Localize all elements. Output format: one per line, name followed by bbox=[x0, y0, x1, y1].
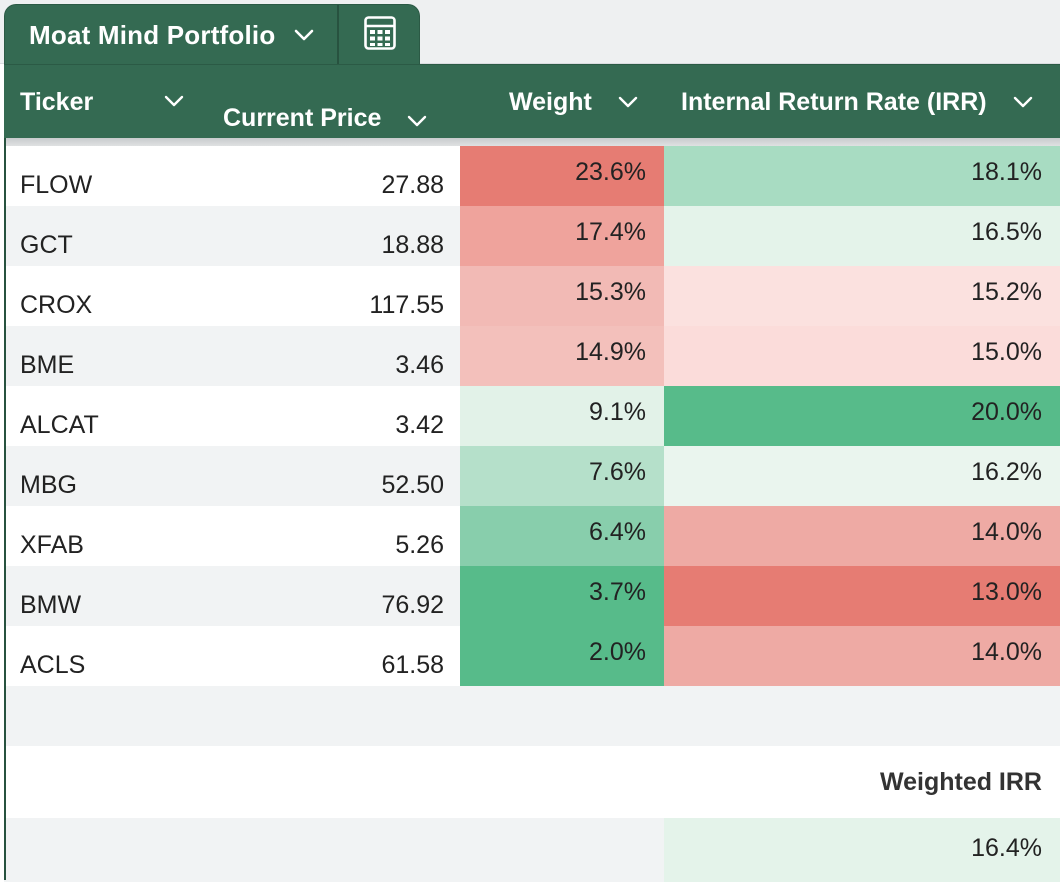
weight-cell[interactable]: 14.9% bbox=[460, 326, 664, 386]
weighted-irr-value[interactable]: 16.4% bbox=[664, 818, 1060, 882]
irr-cell[interactable]: 14.0% bbox=[664, 626, 1060, 686]
table-tab: Moat Mind Portfolio bbox=[4, 4, 421, 65]
irr-cell[interactable]: 15.0% bbox=[664, 326, 1060, 386]
price-cell[interactable]: 27.88 bbox=[381, 171, 444, 199]
table-toolbar: Moat Mind Portfolio bbox=[0, 0, 1060, 65]
table-row[interactable]: BMW 76.92 3.7% 13.0% bbox=[4, 566, 1060, 626]
footer-value-row: 16.4% bbox=[4, 818, 1060, 882]
price-cell[interactable]: 3.46 bbox=[395, 351, 444, 379]
ticker-cell[interactable]: MBG bbox=[20, 471, 77, 499]
chevron-down-icon[interactable] bbox=[164, 95, 184, 107]
weight-cell[interactable]: 3.7% bbox=[460, 566, 664, 626]
weight-cell[interactable]: 2.0% bbox=[460, 626, 664, 686]
ticker-cell[interactable]: CROX bbox=[20, 291, 93, 319]
price-cell[interactable]: 117.55 bbox=[369, 291, 444, 319]
ticker-cell[interactable]: ALCAT bbox=[20, 411, 99, 439]
irr-cell[interactable]: 15.2% bbox=[664, 266, 1060, 326]
irr-cell[interactable]: 16.5% bbox=[664, 206, 1060, 266]
price-cell[interactable]: 18.88 bbox=[381, 231, 444, 259]
weight-cell[interactable]: 17.4% bbox=[460, 206, 664, 266]
table-name: Moat Mind Portfolio bbox=[29, 19, 276, 50]
column-header-ticker[interactable]: Ticker bbox=[20, 65, 200, 139]
irr-cell[interactable]: 20.0% bbox=[664, 386, 1060, 446]
price-cell[interactable]: 52.50 bbox=[381, 471, 444, 499]
table-row[interactable]: MBG 52.50 7.6% 16.2% bbox=[4, 446, 1060, 506]
empty-row[interactable] bbox=[4, 686, 1060, 746]
price-cell[interactable]: 76.92 bbox=[381, 591, 444, 619]
weight-cell[interactable]: 6.4% bbox=[460, 506, 664, 566]
table-name-dropdown[interactable]: Moat Mind Portfolio bbox=[5, 5, 337, 65]
irr-cell[interactable]: 18.1% bbox=[664, 146, 1060, 206]
table-row[interactable]: ACLS 61.58 2.0% 14.0% bbox=[4, 626, 1060, 686]
column-header-price[interactable]: Current Price bbox=[223, 65, 453, 139]
ticker-cell[interactable]: BME bbox=[20, 351, 75, 379]
weight-cell[interactable]: 15.3% bbox=[460, 266, 664, 326]
column-header-label: Ticker bbox=[20, 87, 94, 116]
table-body: FLOW 27.88 23.6% 18.1% GCT 18.88 17.4% 16.5% CRO… bbox=[4, 146, 1060, 882]
table-row[interactable]: CROX 117.55 15.3% 15.2% bbox=[4, 266, 1060, 326]
chevron-down-icon[interactable] bbox=[618, 96, 638, 108]
weight-cell[interactable]: 9.1% bbox=[460, 386, 664, 446]
weight-cell[interactable]: 7.6% bbox=[460, 446, 664, 506]
chevron-down-icon bbox=[293, 28, 315, 42]
irr-cell[interactable]: 14.0% bbox=[664, 506, 1060, 566]
table-left-border bbox=[4, 138, 6, 880]
table-row[interactable]: GCT 18.88 17.4% 16.5% bbox=[4, 206, 1060, 266]
footer-label-row: Weighted IRR bbox=[4, 746, 1060, 818]
ticker-cell[interactable]: XFAB bbox=[20, 531, 84, 559]
chevron-down-icon[interactable] bbox=[407, 115, 427, 127]
column-header-label: Current Price bbox=[223, 104, 382, 132]
table-row[interactable]: ALCAT 3.42 9.1% 20.0% bbox=[4, 386, 1060, 446]
price-cell[interactable]: 5.26 bbox=[395, 531, 444, 559]
calculator-button[interactable] bbox=[339, 5, 421, 65]
column-header-weight[interactable]: Weight bbox=[509, 65, 659, 139]
table-row[interactable]: FLOW 27.88 23.6% 18.1% bbox=[4, 146, 1060, 206]
chevron-down-icon[interactable] bbox=[1013, 96, 1033, 108]
column-header-irr[interactable]: Internal Return Rate (IRR) bbox=[681, 65, 1056, 139]
ticker-cell[interactable]: BMW bbox=[20, 591, 82, 619]
frozen-header-shadow bbox=[4, 138, 1060, 146]
irr-cell[interactable]: 16.2% bbox=[664, 446, 1060, 506]
ticker-cell[interactable]: GCT bbox=[20, 231, 73, 259]
weighted-irr-label: Weighted IRR bbox=[879, 767, 1042, 796]
price-cell[interactable]: 61.58 bbox=[381, 651, 444, 679]
weight-cell[interactable]: 23.6% bbox=[460, 146, 664, 206]
column-header-label: Weight bbox=[509, 87, 592, 116]
table-row[interactable]: XFAB 5.26 6.4% 14.0% bbox=[4, 506, 1060, 566]
table-row[interactable]: BME 3.46 14.9% 15.0% bbox=[4, 326, 1060, 386]
column-header-row: Ticker Current Price Weight Internal Ret… bbox=[4, 64, 1060, 138]
ticker-cell[interactable]: ACLS bbox=[20, 651, 86, 679]
ticker-cell[interactable]: FLOW bbox=[20, 171, 93, 199]
irr-cell[interactable]: 13.0% bbox=[664, 566, 1060, 626]
column-header-label: Internal Return Rate (IRR) bbox=[681, 87, 987, 116]
tab-divider bbox=[337, 5, 339, 65]
calculator-icon bbox=[363, 15, 397, 56]
price-cell[interactable]: 3.42 bbox=[395, 411, 444, 439]
